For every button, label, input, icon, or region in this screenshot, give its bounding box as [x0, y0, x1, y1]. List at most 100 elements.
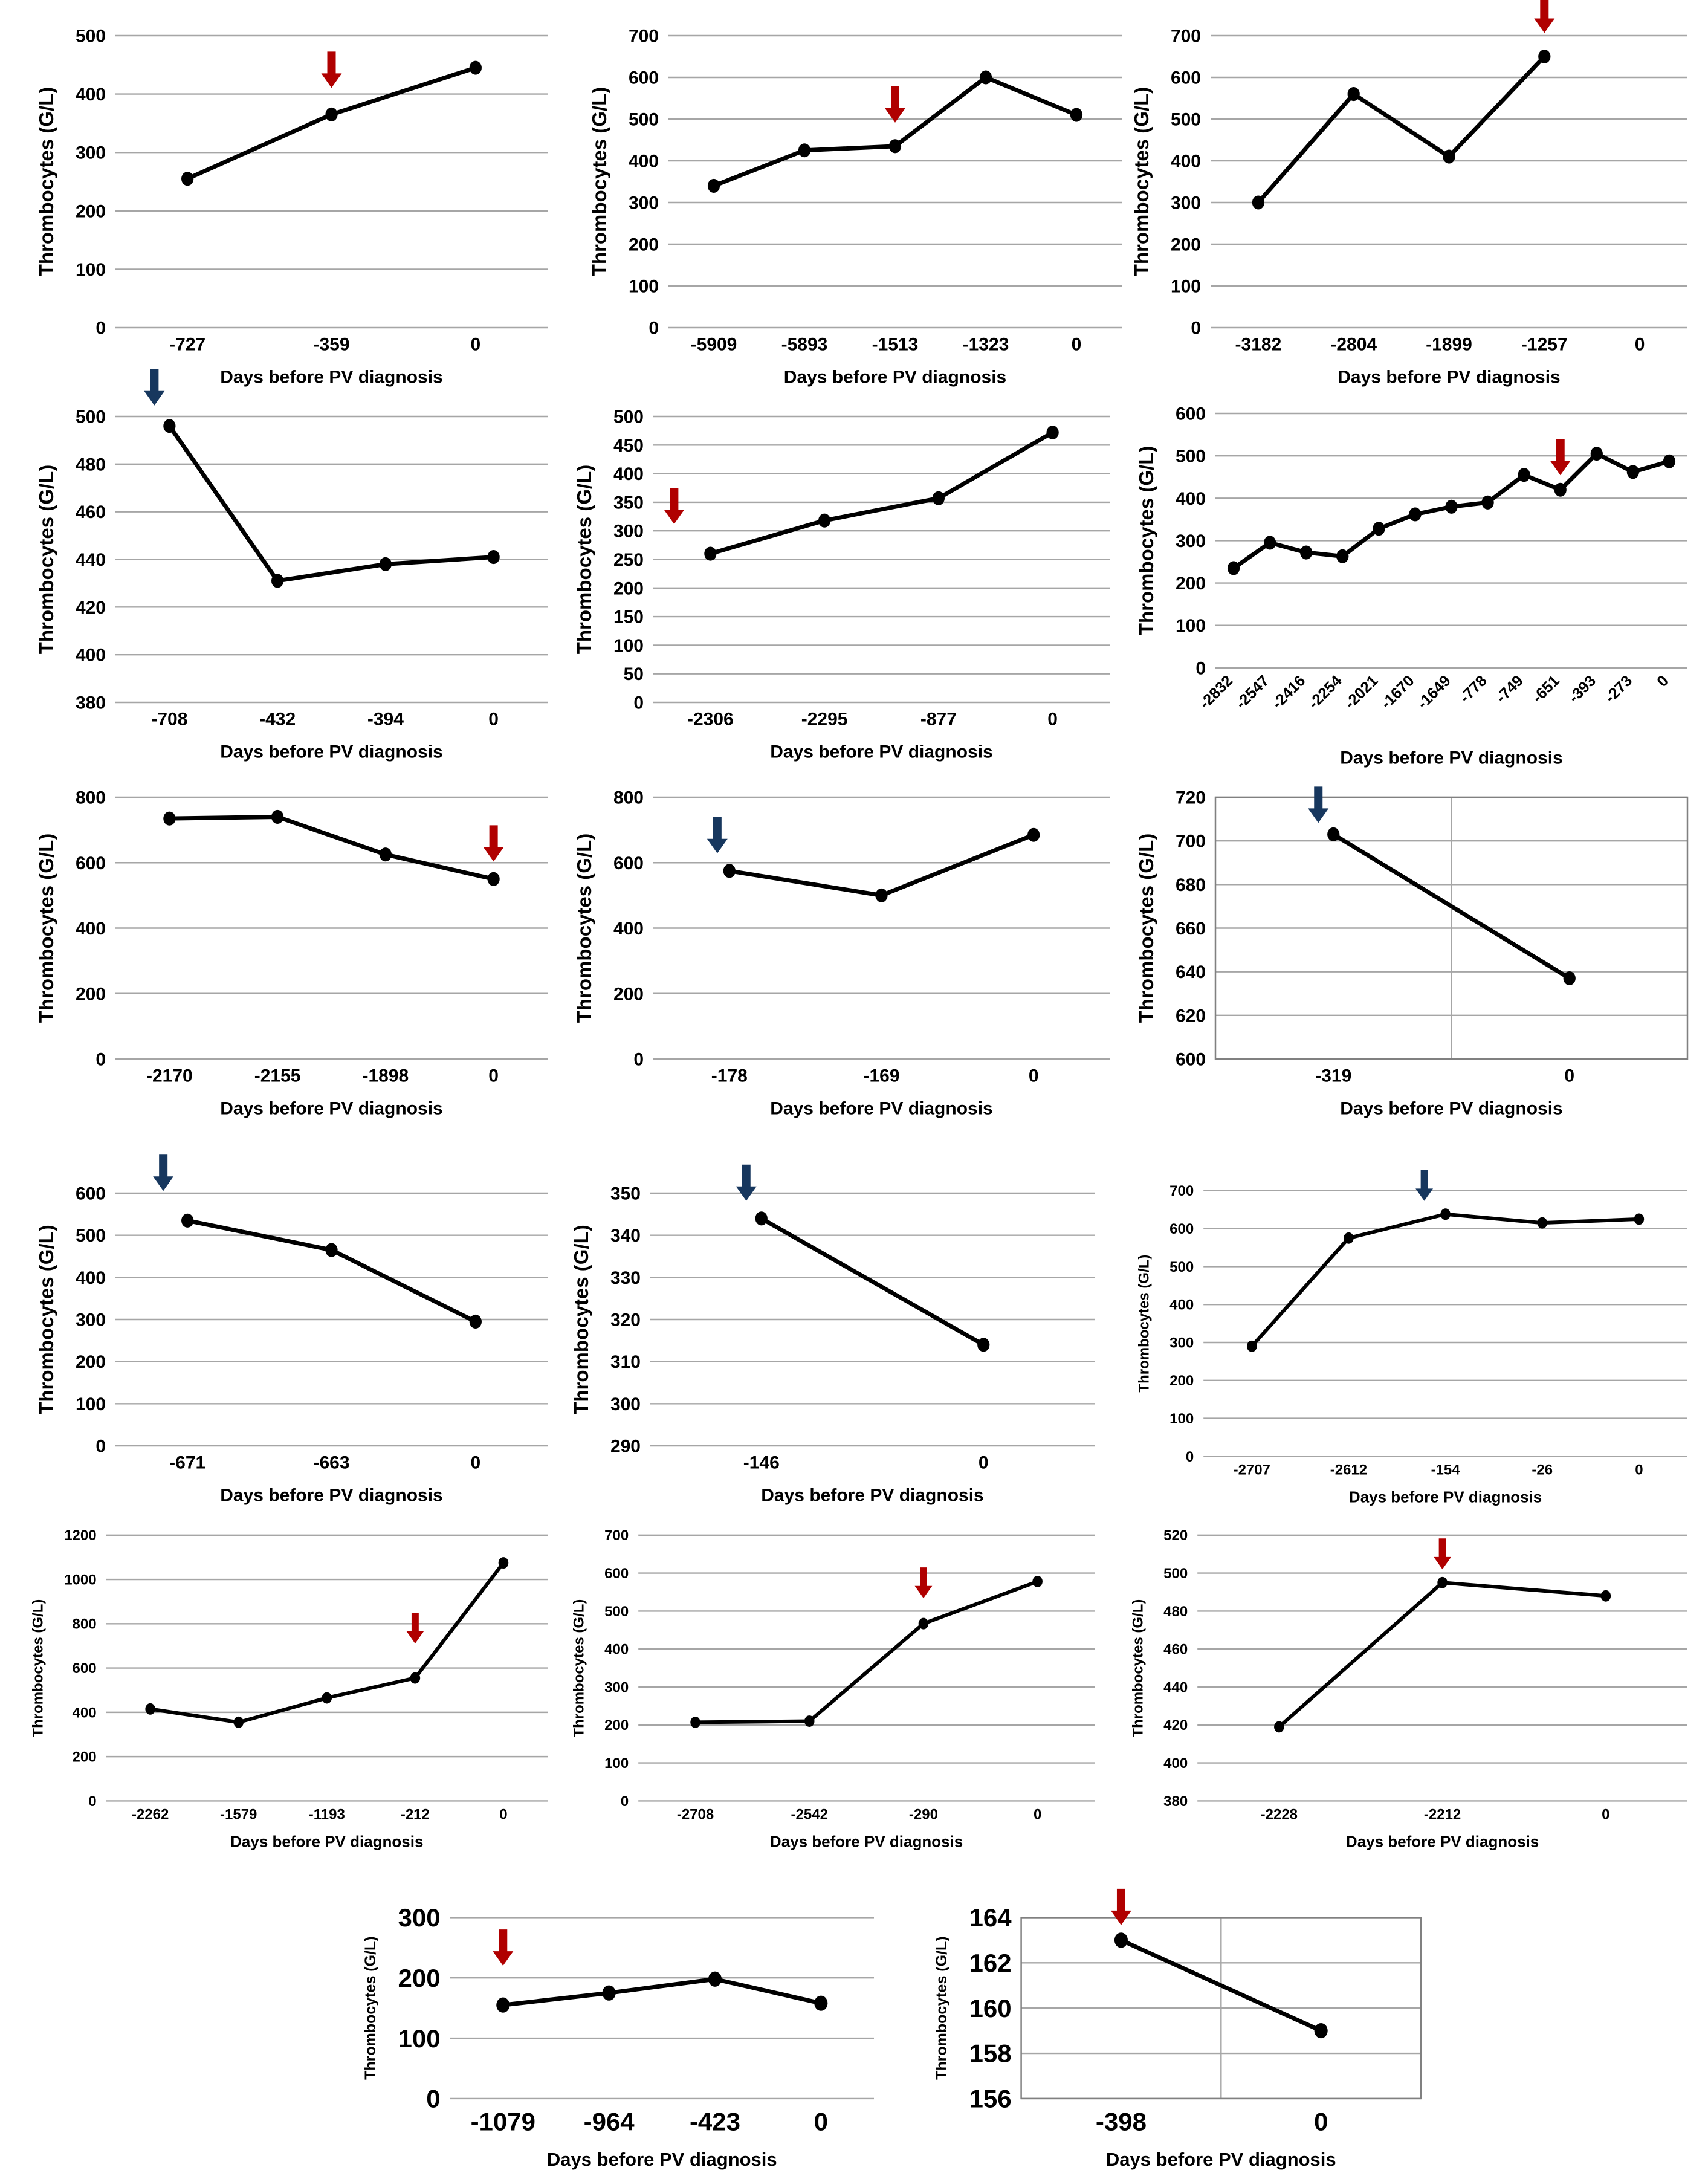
y-tick-label: 1000 [64, 1572, 96, 1588]
y-tick-label: 600 [613, 853, 644, 873]
y-tick-label: 200 [73, 1749, 97, 1766]
x-tick-label: -727 [169, 335, 205, 355]
series-line [1250, 1212, 1641, 1349]
data-point-marker [704, 546, 717, 561]
red-arrow-icon [1550, 439, 1571, 476]
y-tick-label: 350 [613, 493, 644, 513]
y-axis-label: Thrombocytes (G/L) [573, 834, 595, 1023]
x-tick-label: -2547 [1232, 672, 1272, 712]
pv-case-chart-05: 0 50 100 150 200 250 300 350 400 450 500 -2306 -2295… [573, 399, 1130, 768]
x-tick-label: -964 [584, 2107, 635, 2136]
y-tick-label: 600 [1169, 1221, 1194, 1237]
x-tick-label: -5893 [781, 335, 828, 355]
x-tick-label: 0 [1314, 2107, 1328, 2136]
data-point-marker [469, 60, 482, 75]
y-tick-label: 350 [610, 1184, 641, 1204]
data-point-marker [145, 1703, 155, 1715]
y-tick-label: 100 [398, 2024, 441, 2053]
red-arrow-icon [483, 825, 504, 862]
y-tick-label: 200 [398, 1964, 441, 1992]
x-axis-label: Days before PV diagnosis [220, 1486, 442, 1506]
y-tick-label: 200 [613, 578, 644, 598]
x-axis-label: Days before PV diagnosis [770, 742, 992, 762]
y-tick-label: 400 [613, 464, 644, 484]
plot-border [1020, 1917, 1422, 2100]
data-point-marker [410, 1672, 421, 1684]
y-tick-label: 700 [1176, 832, 1206, 852]
data-point-marker [1252, 195, 1265, 210]
y-tick-label: 400 [76, 919, 106, 939]
pv-case-chart-15: 380 400 420 440 460 480 500 520 -2228 -2212 0 Throm… [1130, 1520, 1708, 1856]
x-tick-label: -671 [169, 1453, 205, 1473]
data-point-marker [708, 1971, 722, 1987]
y-tick-label: 300 [76, 1310, 106, 1330]
y-tick-label: 100 [1176, 616, 1206, 636]
x-tick-label: 0 [499, 1806, 507, 1822]
y-tick-label: 640 [1176, 962, 1206, 982]
x-tick-label: -663 [313, 1453, 349, 1473]
x-tick-label: -432 [259, 710, 296, 730]
series-line [1256, 54, 1547, 205]
data-point-marker [1274, 1721, 1284, 1733]
y-tick-label: 800 [76, 788, 106, 808]
x-tick-label: -2708 [677, 1806, 714, 1822]
data-point-marker [1600, 1590, 1611, 1602]
y-axis-label: Thrombocytes (G/L) [1136, 1255, 1152, 1393]
y-tick-label: 500 [76, 407, 106, 427]
data-point-marker [798, 143, 811, 158]
y-tick-label: 500 [1176, 447, 1206, 467]
chart-svg: 380 400 420 440 460 480 500 -708 -432 -394 0 Thromb… [35, 369, 548, 762]
y-tick-label: 0 [633, 1050, 644, 1070]
data-point-marker [1336, 549, 1349, 563]
data-point-marker [1554, 482, 1567, 497]
x-axis-label: Days before PV diagnosis [230, 1833, 423, 1851]
data-point-marker [1114, 1932, 1128, 1948]
y-tick-label: 0 [95, 1050, 106, 1070]
x-tick-label: 0 [1635, 1462, 1643, 1478]
x-tick-label: -1579 [220, 1806, 257, 1822]
y-tick-label: 460 [1163, 1642, 1188, 1658]
y-tick-label: 460 [76, 502, 106, 522]
data-point-marker [1327, 827, 1340, 841]
y-tick-label: 600 [604, 1566, 629, 1582]
data-point-marker [1300, 545, 1313, 560]
pv-case-chart-16: 0 100 200 300 -1079 -964 -423 0 Thrombocytes (G/… [362, 1895, 894, 2176]
series-line [708, 430, 1055, 556]
x-tick-label: -1079 [471, 2107, 535, 2136]
chart-svg: 0 50 100 150 200 250 300 350 400 450 500 -2306 -2295… [573, 407, 1110, 762]
data-point-marker [977, 1338, 990, 1352]
data-point-marker [804, 1715, 815, 1727]
y-tick-label: 700 [1169, 1183, 1194, 1199]
y-tick-label: 164 [969, 1903, 1012, 1932]
y-axis-label: Thrombocytes (G/L) [1130, 1599, 1146, 1737]
y-tick-label: 0 [88, 1793, 96, 1810]
y-tick-label: 200 [76, 201, 106, 221]
y-axis-label: Thrombocytes (G/L) [570, 1225, 592, 1414]
pv-case-chart-02: 0 100 200 300 400 500 600 700 -5909 -5893 -1513 -13… [588, 18, 1142, 393]
data-point-marker [707, 178, 720, 193]
navy-arrow-icon [1415, 1170, 1434, 1201]
red-arrow-icon [1434, 1538, 1452, 1570]
y-axis-label: Thrombocytes (G/L) [573, 465, 595, 655]
y-tick-label: 158 [969, 2039, 1012, 2068]
data-point-marker [496, 1997, 510, 2013]
x-axis-label: Days before PV diagnosis [1338, 368, 1560, 387]
y-tick-label: 150 [613, 607, 644, 627]
data-point-marker [1443, 149, 1455, 164]
pv-case-chart-07: 0 200 400 600 800 -2170 -2155 -1898 0 Thrombocyte… [35, 780, 568, 1124]
y-tick-label: 400 [604, 1642, 629, 1658]
pv-case-chart-17: 156 158 160 162 164 -398 0 Thrombocytes (G/L) Da… [933, 1888, 1441, 2176]
data-point-marker [1247, 1340, 1257, 1352]
chart-svg: 0 200 400 600 800 1000 1200 -2262 -1579 -1193 -212… [30, 1527, 548, 1851]
y-tick-label: 380 [76, 693, 106, 713]
x-tick-label: -2212 [1424, 1806, 1461, 1822]
data-point-marker [979, 70, 992, 85]
data-point-marker [487, 550, 500, 565]
x-tick-label: -178 [711, 1066, 748, 1086]
data-point-marker [325, 1243, 338, 1257]
data-point-marker [1263, 536, 1276, 550]
pv-case-chart-14: 0 100 200 300 400 500 600 700 -2708 -2542 -290 0 Thr… [571, 1520, 1115, 1856]
series-line [500, 1977, 823, 2007]
y-tick-label: 380 [1163, 1793, 1188, 1810]
data-point-marker [1409, 507, 1422, 522]
